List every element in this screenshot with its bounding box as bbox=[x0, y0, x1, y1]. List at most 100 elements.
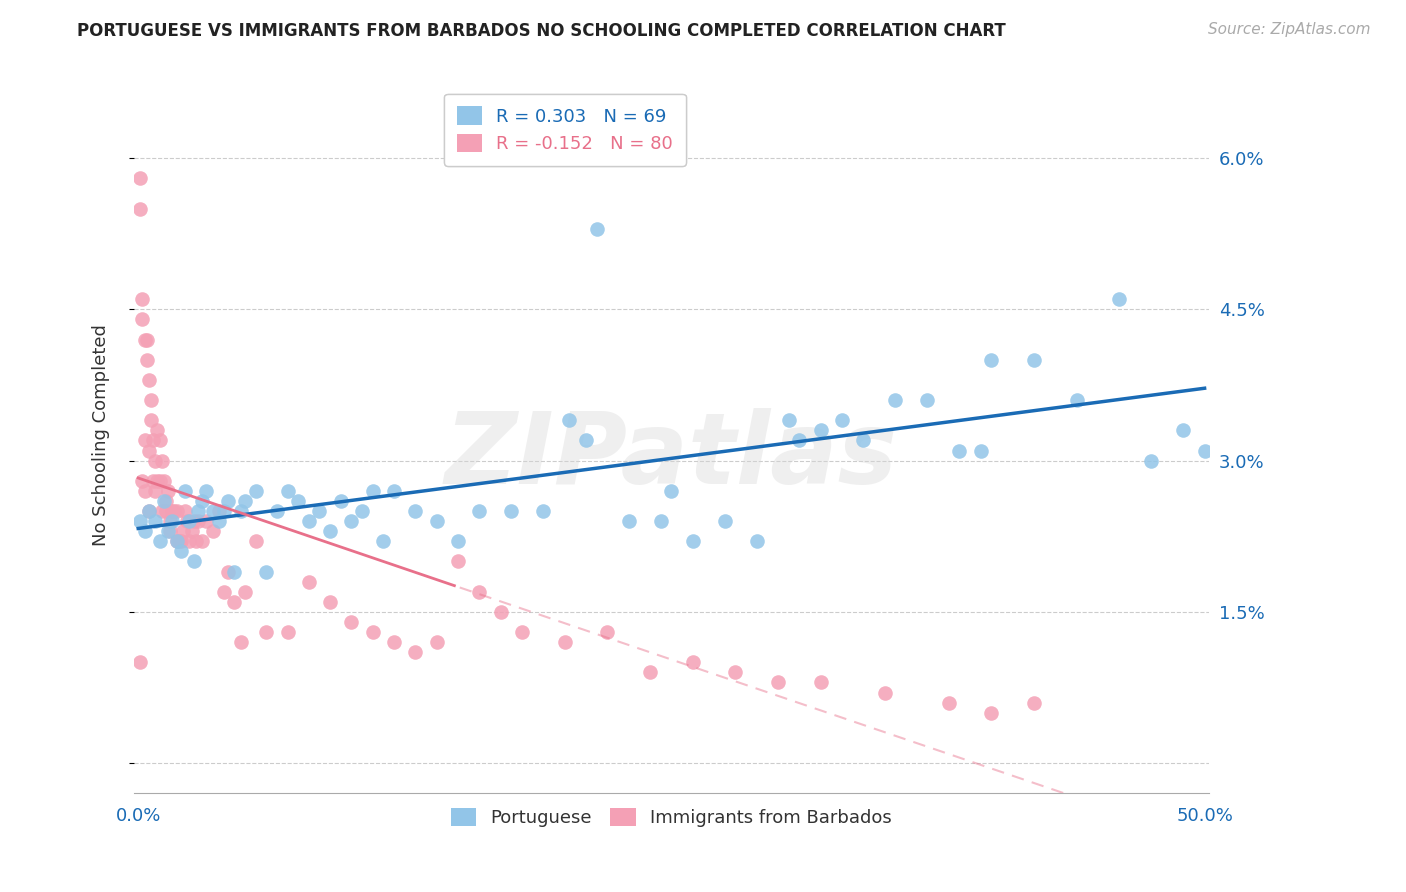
Point bbox=[245, 534, 267, 549]
Point bbox=[148, 434, 170, 448]
Point bbox=[135, 333, 157, 347]
Point bbox=[138, 504, 160, 518]
Point bbox=[554, 151, 576, 165]
Point bbox=[298, 574, 321, 589]
Point bbox=[139, 413, 162, 427]
Point bbox=[254, 565, 277, 579]
Point bbox=[138, 373, 160, 387]
Point bbox=[266, 504, 288, 518]
Point bbox=[176, 514, 198, 528]
Text: Source: ZipAtlas.com: Source: ZipAtlas.com bbox=[1208, 22, 1371, 37]
Point bbox=[1066, 393, 1088, 408]
Point bbox=[682, 534, 704, 549]
Point bbox=[217, 565, 239, 579]
Point bbox=[157, 524, 180, 538]
Point bbox=[489, 605, 512, 619]
Point bbox=[170, 544, 193, 558]
Point bbox=[146, 474, 169, 488]
Point bbox=[969, 443, 991, 458]
Point bbox=[382, 483, 405, 498]
Point bbox=[661, 483, 683, 498]
Point bbox=[143, 453, 166, 467]
Point bbox=[340, 514, 363, 528]
Point bbox=[155, 504, 177, 518]
Point bbox=[157, 483, 180, 498]
Point bbox=[201, 524, 224, 538]
Point bbox=[201, 504, 224, 518]
Point bbox=[229, 504, 252, 518]
Point bbox=[468, 504, 491, 518]
Point bbox=[134, 483, 156, 498]
Point bbox=[170, 534, 193, 549]
Point bbox=[1022, 352, 1045, 367]
Point bbox=[153, 474, 176, 488]
Point bbox=[810, 423, 832, 437]
Point bbox=[789, 434, 811, 448]
Point bbox=[224, 595, 246, 609]
Point bbox=[208, 514, 231, 528]
Point bbox=[174, 483, 197, 498]
Point bbox=[361, 625, 384, 640]
Point bbox=[948, 443, 970, 458]
Point bbox=[146, 423, 169, 437]
Point bbox=[212, 584, 235, 599]
Point bbox=[980, 706, 1002, 720]
Point bbox=[135, 352, 157, 367]
Point bbox=[143, 483, 166, 498]
Point bbox=[596, 625, 619, 640]
Point bbox=[778, 413, 800, 427]
Point bbox=[254, 625, 277, 640]
Point bbox=[404, 504, 426, 518]
Point bbox=[1173, 423, 1195, 437]
Point bbox=[617, 514, 640, 528]
Point bbox=[183, 554, 205, 568]
Point bbox=[426, 514, 449, 528]
Point bbox=[129, 514, 152, 528]
Point bbox=[319, 524, 342, 538]
Point bbox=[142, 434, 165, 448]
Point bbox=[166, 534, 188, 549]
Point bbox=[166, 534, 188, 549]
Point bbox=[142, 474, 165, 488]
Point bbox=[180, 524, 202, 538]
Point bbox=[217, 494, 239, 508]
Point bbox=[361, 483, 384, 498]
Point bbox=[229, 635, 252, 649]
Point bbox=[724, 665, 747, 680]
Text: PORTUGUESE VS IMMIGRANTS FROM BARBADOS NO SCHOOLING COMPLETED CORRELATION CHART: PORTUGUESE VS IMMIGRANTS FROM BARBADOS N… bbox=[77, 22, 1007, 40]
Point bbox=[139, 393, 162, 408]
Point bbox=[174, 504, 197, 518]
Point bbox=[166, 504, 188, 518]
Point bbox=[134, 333, 156, 347]
Point bbox=[1022, 696, 1045, 710]
Point bbox=[682, 655, 704, 669]
Point bbox=[468, 584, 491, 599]
Point bbox=[129, 171, 152, 186]
Point bbox=[131, 293, 153, 307]
Point bbox=[233, 494, 256, 508]
Point bbox=[167, 534, 190, 549]
Point bbox=[195, 483, 218, 498]
Point bbox=[447, 554, 470, 568]
Point bbox=[382, 635, 405, 649]
Point bbox=[129, 202, 152, 216]
Point bbox=[873, 685, 896, 699]
Point bbox=[533, 504, 555, 518]
Point bbox=[852, 434, 875, 448]
Point bbox=[208, 504, 231, 518]
Point bbox=[1194, 443, 1216, 458]
Point bbox=[129, 655, 152, 669]
Point bbox=[163, 504, 186, 518]
Point bbox=[187, 504, 209, 518]
Point bbox=[153, 494, 176, 508]
Point bbox=[134, 524, 156, 538]
Point bbox=[191, 494, 214, 508]
Point bbox=[1108, 293, 1130, 307]
Point bbox=[276, 483, 298, 498]
Point bbox=[224, 565, 246, 579]
Point bbox=[558, 413, 581, 427]
Point bbox=[404, 645, 426, 659]
Point bbox=[575, 434, 598, 448]
Legend: Portuguese, Immigrants from Barbados: Portuguese, Immigrants from Barbados bbox=[444, 801, 898, 834]
Point bbox=[510, 625, 533, 640]
